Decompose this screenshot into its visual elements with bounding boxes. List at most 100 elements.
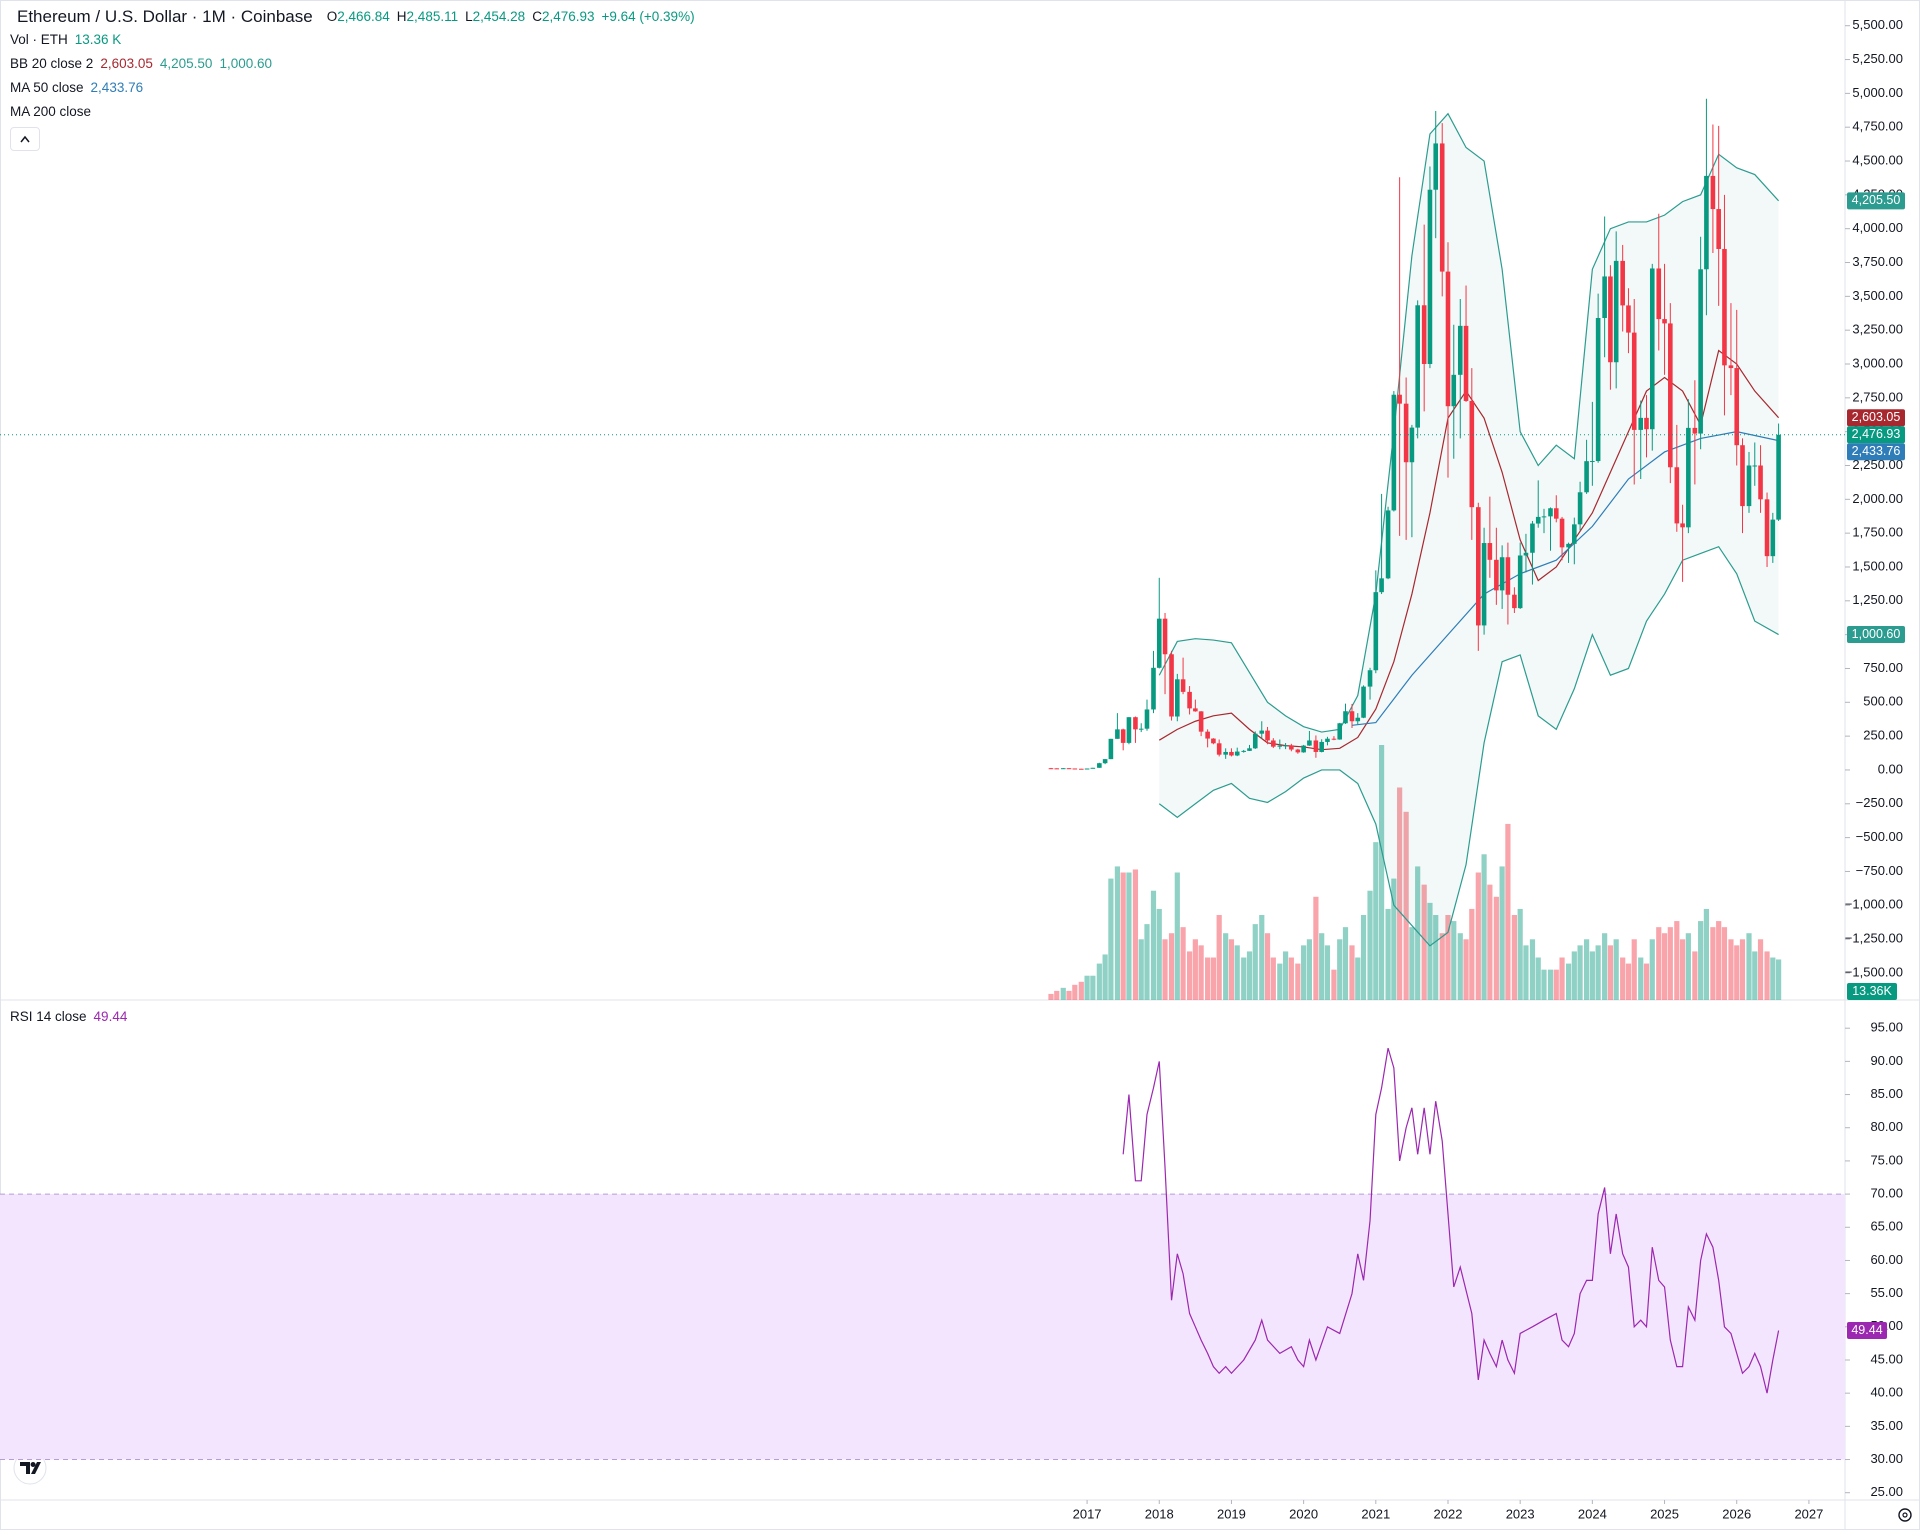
collapse-legend-button[interactable]: [10, 127, 40, 151]
y-tick-label: −250.00: [1856, 795, 1903, 810]
candle-body: [1295, 749, 1301, 753]
volume-bar: [1445, 915, 1451, 1000]
volume-bar: [1126, 872, 1132, 1000]
ohlc-value: 2,476.93: [541, 9, 595, 24]
volume-bar: [1583, 939, 1590, 1000]
volume-bar: [1066, 990, 1072, 1000]
rsi-name: RSI 14 close: [10, 1009, 87, 1024]
volume-bar: [1775, 959, 1782, 1000]
candle-body: [1144, 709, 1150, 729]
candle-body: [1590, 461, 1595, 463]
rsi-value: 49.44: [93, 1009, 128, 1024]
x-tick-label: 2026: [1722, 1506, 1751, 1521]
candle-body: [1499, 557, 1505, 591]
candle-body: [1602, 276, 1607, 318]
ohlc-value: 2,485.11: [406, 9, 459, 24]
time-axis: 2017 2018 2019 2020 2021 2022 2023 2024 2025 2026…: [1073, 1500, 1823, 1521]
candle-body: [1120, 729, 1126, 743]
candle-body: [1180, 679, 1186, 692]
candle-body: [1198, 711, 1204, 732]
candle-body: [1427, 189, 1433, 365]
volume-bar: [1517, 908, 1523, 1000]
candle-body: [1367, 670, 1373, 687]
bb-value: 2,603.05: [100, 56, 153, 71]
volume-bar: [1571, 951, 1577, 1000]
candle-body: [1090, 767, 1096, 769]
volume-bar: [1487, 884, 1493, 1000]
candle-body: [1674, 467, 1680, 524]
y-tick-label: −750.00: [1856, 863, 1903, 878]
candle-body: [1126, 717, 1132, 743]
candle-body: [1451, 374, 1457, 407]
rsi-tick-label: 25.00: [1870, 1484, 1903, 1499]
candle-body: [1337, 723, 1343, 740]
volume-bar: [1439, 933, 1445, 1000]
candle-body: [1349, 711, 1355, 722]
candle-body: [1325, 738, 1330, 742]
candle-body: [1252, 733, 1258, 749]
volume-bar: [1409, 927, 1415, 1000]
volume-bar: [1138, 939, 1144, 1000]
symbol-title: Ethereum / U.S. Dollar · 1M · Coinbase: [17, 7, 313, 26]
ma50-name: MA 50 close: [10, 80, 84, 95]
price-badge-label: 1,000.60: [1852, 627, 1901, 641]
volume-bar: [1661, 933, 1668, 1000]
candle-body: [1079, 768, 1084, 770]
rsi-tick-label: 95.00: [1870, 1020, 1903, 1035]
price-badge: [1847, 192, 1905, 210]
volume-bar: [1295, 963, 1301, 1000]
x-tick-label: 2023: [1506, 1506, 1535, 1521]
ohlc-item: O2,466.84: [327, 8, 390, 26]
volume-bar: [1752, 951, 1758, 1000]
candle-body: [1355, 717, 1361, 722]
candle-body: [1710, 175, 1716, 210]
volume-bar: [1457, 933, 1463, 1000]
volume-bar: [1511, 915, 1518, 1000]
candle-body: [1469, 400, 1475, 508]
candle-body: [1686, 427, 1691, 528]
candle-body: [1595, 317, 1601, 462]
bb-upper: [1158, 112, 1780, 733]
rsi-tick-label: 40.00: [1870, 1385, 1903, 1400]
candle-body: [1048, 768, 1054, 770]
y-tick-label: 250.00: [1863, 728, 1903, 743]
candle-body: [1060, 768, 1066, 770]
rsi-axis: 95.00 90.00 85.00 80.00 75.00 70.00 65.00 60.00…: [1845, 1020, 1903, 1499]
rsi-tick-label: 70.00: [1870, 1186, 1903, 1201]
settings-icon[interactable]: [1898, 1508, 1912, 1522]
volume-bar: [1096, 963, 1102, 1000]
x-tick-label: 2020: [1289, 1506, 1318, 1521]
volume-bar: [1355, 957, 1361, 1000]
volume-bar: [1054, 990, 1060, 1000]
volume-bar: [1433, 915, 1439, 1000]
candle-body: [1620, 260, 1625, 306]
volume-bar: [1685, 933, 1691, 1000]
volume-bar: [1241, 957, 1247, 1000]
candle-body: [1656, 268, 1662, 320]
price-badge: [1847, 626, 1905, 644]
volume-bar: [1770, 957, 1776, 1000]
candle-body: [1680, 523, 1685, 528]
volume-bar: [1223, 933, 1229, 1000]
volume-bar: [1313, 896, 1319, 1000]
candle-body: [1638, 417, 1644, 430]
volume-bar: [1595, 945, 1601, 1000]
volume-bar: [1403, 811, 1409, 1000]
volume-bar: [1463, 939, 1469, 1000]
volume-bar: [1337, 939, 1343, 1000]
legend-ma50: MA 50 close 2,433.76: [10, 79, 143, 97]
volume-bar: [1602, 933, 1608, 1000]
volume-bar: [1102, 954, 1108, 1000]
volume-bar: [1667, 927, 1673, 1000]
y-tick-label: −500.00: [1856, 829, 1903, 844]
volume-bar: [1565, 963, 1572, 1000]
x-tick-label: 2025: [1650, 1506, 1679, 1521]
candle-body: [1379, 578, 1384, 593]
candle-body: [1445, 271, 1451, 407]
volume-bar: [1475, 872, 1481, 1000]
candle-body: [1487, 543, 1493, 560]
volume-bar: [1324, 945, 1331, 1000]
volume-bar: [1746, 933, 1752, 1000]
volume-bar: [1541, 969, 1547, 1000]
